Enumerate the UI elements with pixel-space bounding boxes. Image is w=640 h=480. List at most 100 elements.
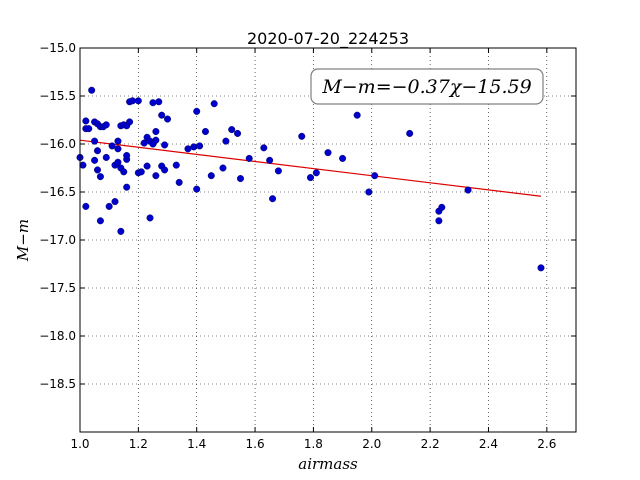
data-point bbox=[123, 183, 131, 191]
annotation-text: M−m=−0.37χ−15.59 bbox=[321, 76, 531, 98]
data-point bbox=[175, 178, 183, 186]
data-point bbox=[298, 132, 306, 140]
data-point bbox=[274, 167, 282, 175]
data-point bbox=[438, 203, 446, 211]
data-point bbox=[85, 125, 93, 133]
data-point bbox=[537, 264, 545, 272]
data-point bbox=[234, 129, 242, 137]
y-axis-label: M−m bbox=[14, 219, 32, 262]
y-tick-label: −15.0 bbox=[39, 41, 76, 55]
data-point bbox=[312, 169, 320, 177]
data-point bbox=[371, 172, 379, 180]
data-point bbox=[306, 174, 314, 182]
x-tick-label: 1.2 bbox=[129, 437, 148, 451]
data-point bbox=[94, 166, 102, 174]
data-point bbox=[339, 154, 347, 162]
data-point bbox=[435, 217, 443, 225]
x-tick-label: 2.4 bbox=[479, 437, 498, 451]
data-point bbox=[196, 142, 204, 150]
fit-annotation: M−m=−0.37χ−15.59 bbox=[310, 68, 544, 105]
data-point bbox=[102, 153, 110, 161]
data-point bbox=[114, 137, 122, 145]
data-point bbox=[266, 156, 274, 164]
data-point bbox=[269, 195, 277, 203]
data-point bbox=[190, 143, 198, 151]
data-point bbox=[79, 161, 87, 169]
data-point bbox=[108, 142, 116, 150]
data-point bbox=[236, 175, 244, 183]
data-point bbox=[222, 137, 230, 145]
data-point bbox=[184, 145, 192, 153]
data-point bbox=[102, 121, 110, 129]
points bbox=[76, 86, 545, 272]
x-tick-label: 1.4 bbox=[187, 437, 206, 451]
x-tick-label: 2.6 bbox=[537, 437, 556, 451]
data-point bbox=[111, 198, 119, 206]
y-tick-label: −15.5 bbox=[39, 89, 76, 103]
data-point bbox=[161, 166, 169, 174]
data-point bbox=[164, 115, 172, 123]
data-point bbox=[143, 162, 151, 170]
data-point bbox=[88, 86, 96, 94]
y-tick-label: −18.0 bbox=[39, 329, 76, 343]
data-point bbox=[219, 164, 227, 172]
y-tick-label: −17.5 bbox=[39, 281, 76, 295]
data-point bbox=[134, 97, 142, 105]
data-point bbox=[155, 98, 163, 106]
fit-layer bbox=[79, 139, 542, 197]
data-point bbox=[146, 214, 154, 222]
y-tick-label: −16.5 bbox=[39, 185, 76, 199]
data-point bbox=[114, 145, 122, 153]
data-point bbox=[245, 154, 253, 162]
ticks: 1.0 1.2 1.4 1.6 1.8 2.0 2.2 2.4 2.6 −15.0 −15.5 −16… bbox=[39, 41, 576, 451]
data-point bbox=[193, 185, 201, 193]
data-point bbox=[82, 117, 90, 125]
x-tick-label: 2.2 bbox=[421, 437, 440, 451]
annotation-box bbox=[310, 68, 544, 105]
y-tick-label: −17.0 bbox=[39, 233, 76, 247]
x-tick-label: 1.6 bbox=[246, 437, 265, 451]
data-point bbox=[201, 128, 209, 136]
data-point bbox=[126, 118, 134, 126]
data-point bbox=[94, 147, 102, 155]
data-point bbox=[152, 128, 160, 136]
data-point bbox=[324, 149, 332, 157]
data-point bbox=[91, 137, 99, 145]
x-axis-label: airmass bbox=[298, 455, 358, 473]
data-point bbox=[123, 152, 131, 160]
data-point bbox=[140, 139, 148, 147]
data-point bbox=[210, 100, 218, 108]
data-point bbox=[207, 172, 215, 180]
data-point bbox=[152, 172, 160, 180]
fit-line bbox=[79, 139, 542, 197]
data-point bbox=[96, 217, 104, 225]
data-point bbox=[193, 107, 201, 115]
data-point bbox=[149, 99, 157, 107]
data-point bbox=[137, 168, 145, 176]
data-point bbox=[172, 161, 180, 169]
data-point bbox=[120, 168, 128, 176]
data-point bbox=[152, 136, 160, 144]
data-point bbox=[365, 188, 373, 196]
data-point bbox=[158, 111, 166, 119]
data-point bbox=[129, 97, 137, 105]
data-point bbox=[260, 144, 268, 152]
data-point bbox=[406, 129, 414, 137]
data-point bbox=[105, 202, 113, 210]
data-point bbox=[464, 186, 472, 194]
x-tick-label: 1.8 bbox=[304, 437, 323, 451]
data-point bbox=[82, 202, 90, 210]
chart-title: 2020-07-20_224253 bbox=[247, 29, 409, 49]
x-tick-label: 1.0 bbox=[70, 437, 89, 451]
data-point bbox=[96, 173, 104, 181]
x-tick-label: 2.0 bbox=[362, 437, 381, 451]
data-point bbox=[228, 126, 236, 134]
y-tick-label: −16.0 bbox=[39, 137, 76, 151]
data-point bbox=[353, 111, 361, 119]
data-point bbox=[91, 156, 99, 164]
data-point bbox=[161, 141, 169, 149]
data-point bbox=[117, 227, 125, 235]
data-point bbox=[114, 158, 122, 166]
y-tick-label: −18.5 bbox=[39, 377, 76, 391]
